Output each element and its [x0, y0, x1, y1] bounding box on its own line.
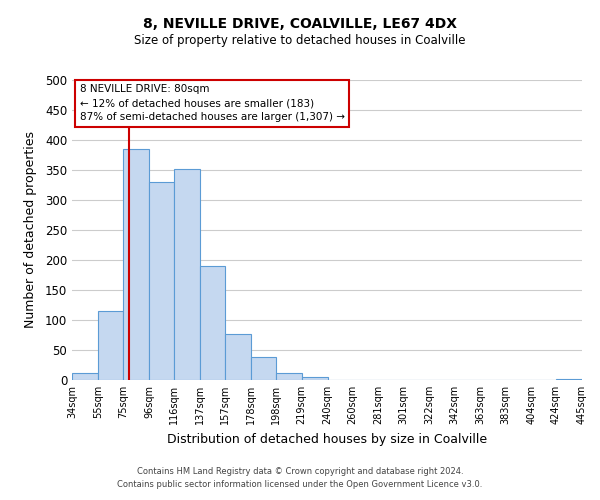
Bar: [251, 357, 275, 380]
Text: 8, NEVILLE DRIVE, COALVILLE, LE67 4DX: 8, NEVILLE DRIVE, COALVILLE, LE67 4DX: [143, 18, 457, 32]
Bar: [302, 377, 328, 380]
Text: Contains HM Land Registry data © Crown copyright and database right 2024.: Contains HM Land Registry data © Crown c…: [137, 467, 463, 476]
Bar: [98, 311, 123, 380]
X-axis label: Distribution of detached houses by size in Coalville: Distribution of detached houses by size …: [167, 432, 487, 446]
Bar: [72, 373, 98, 380]
Text: Contains public sector information licensed under the Open Government Licence v3: Contains public sector information licen…: [118, 480, 482, 489]
Bar: [556, 379, 582, 380]
Bar: [174, 169, 200, 380]
Bar: [123, 149, 149, 380]
Y-axis label: Number of detached properties: Number of detached properties: [23, 132, 37, 328]
Bar: [149, 182, 174, 380]
Bar: [224, 334, 251, 380]
Text: 8 NEVILLE DRIVE: 80sqm
← 12% of detached houses are smaller (183)
87% of semi-de: 8 NEVILLE DRIVE: 80sqm ← 12% of detached…: [80, 84, 344, 122]
Text: Size of property relative to detached houses in Coalville: Size of property relative to detached ho…: [134, 34, 466, 47]
Bar: [200, 266, 224, 380]
Bar: [275, 373, 302, 380]
